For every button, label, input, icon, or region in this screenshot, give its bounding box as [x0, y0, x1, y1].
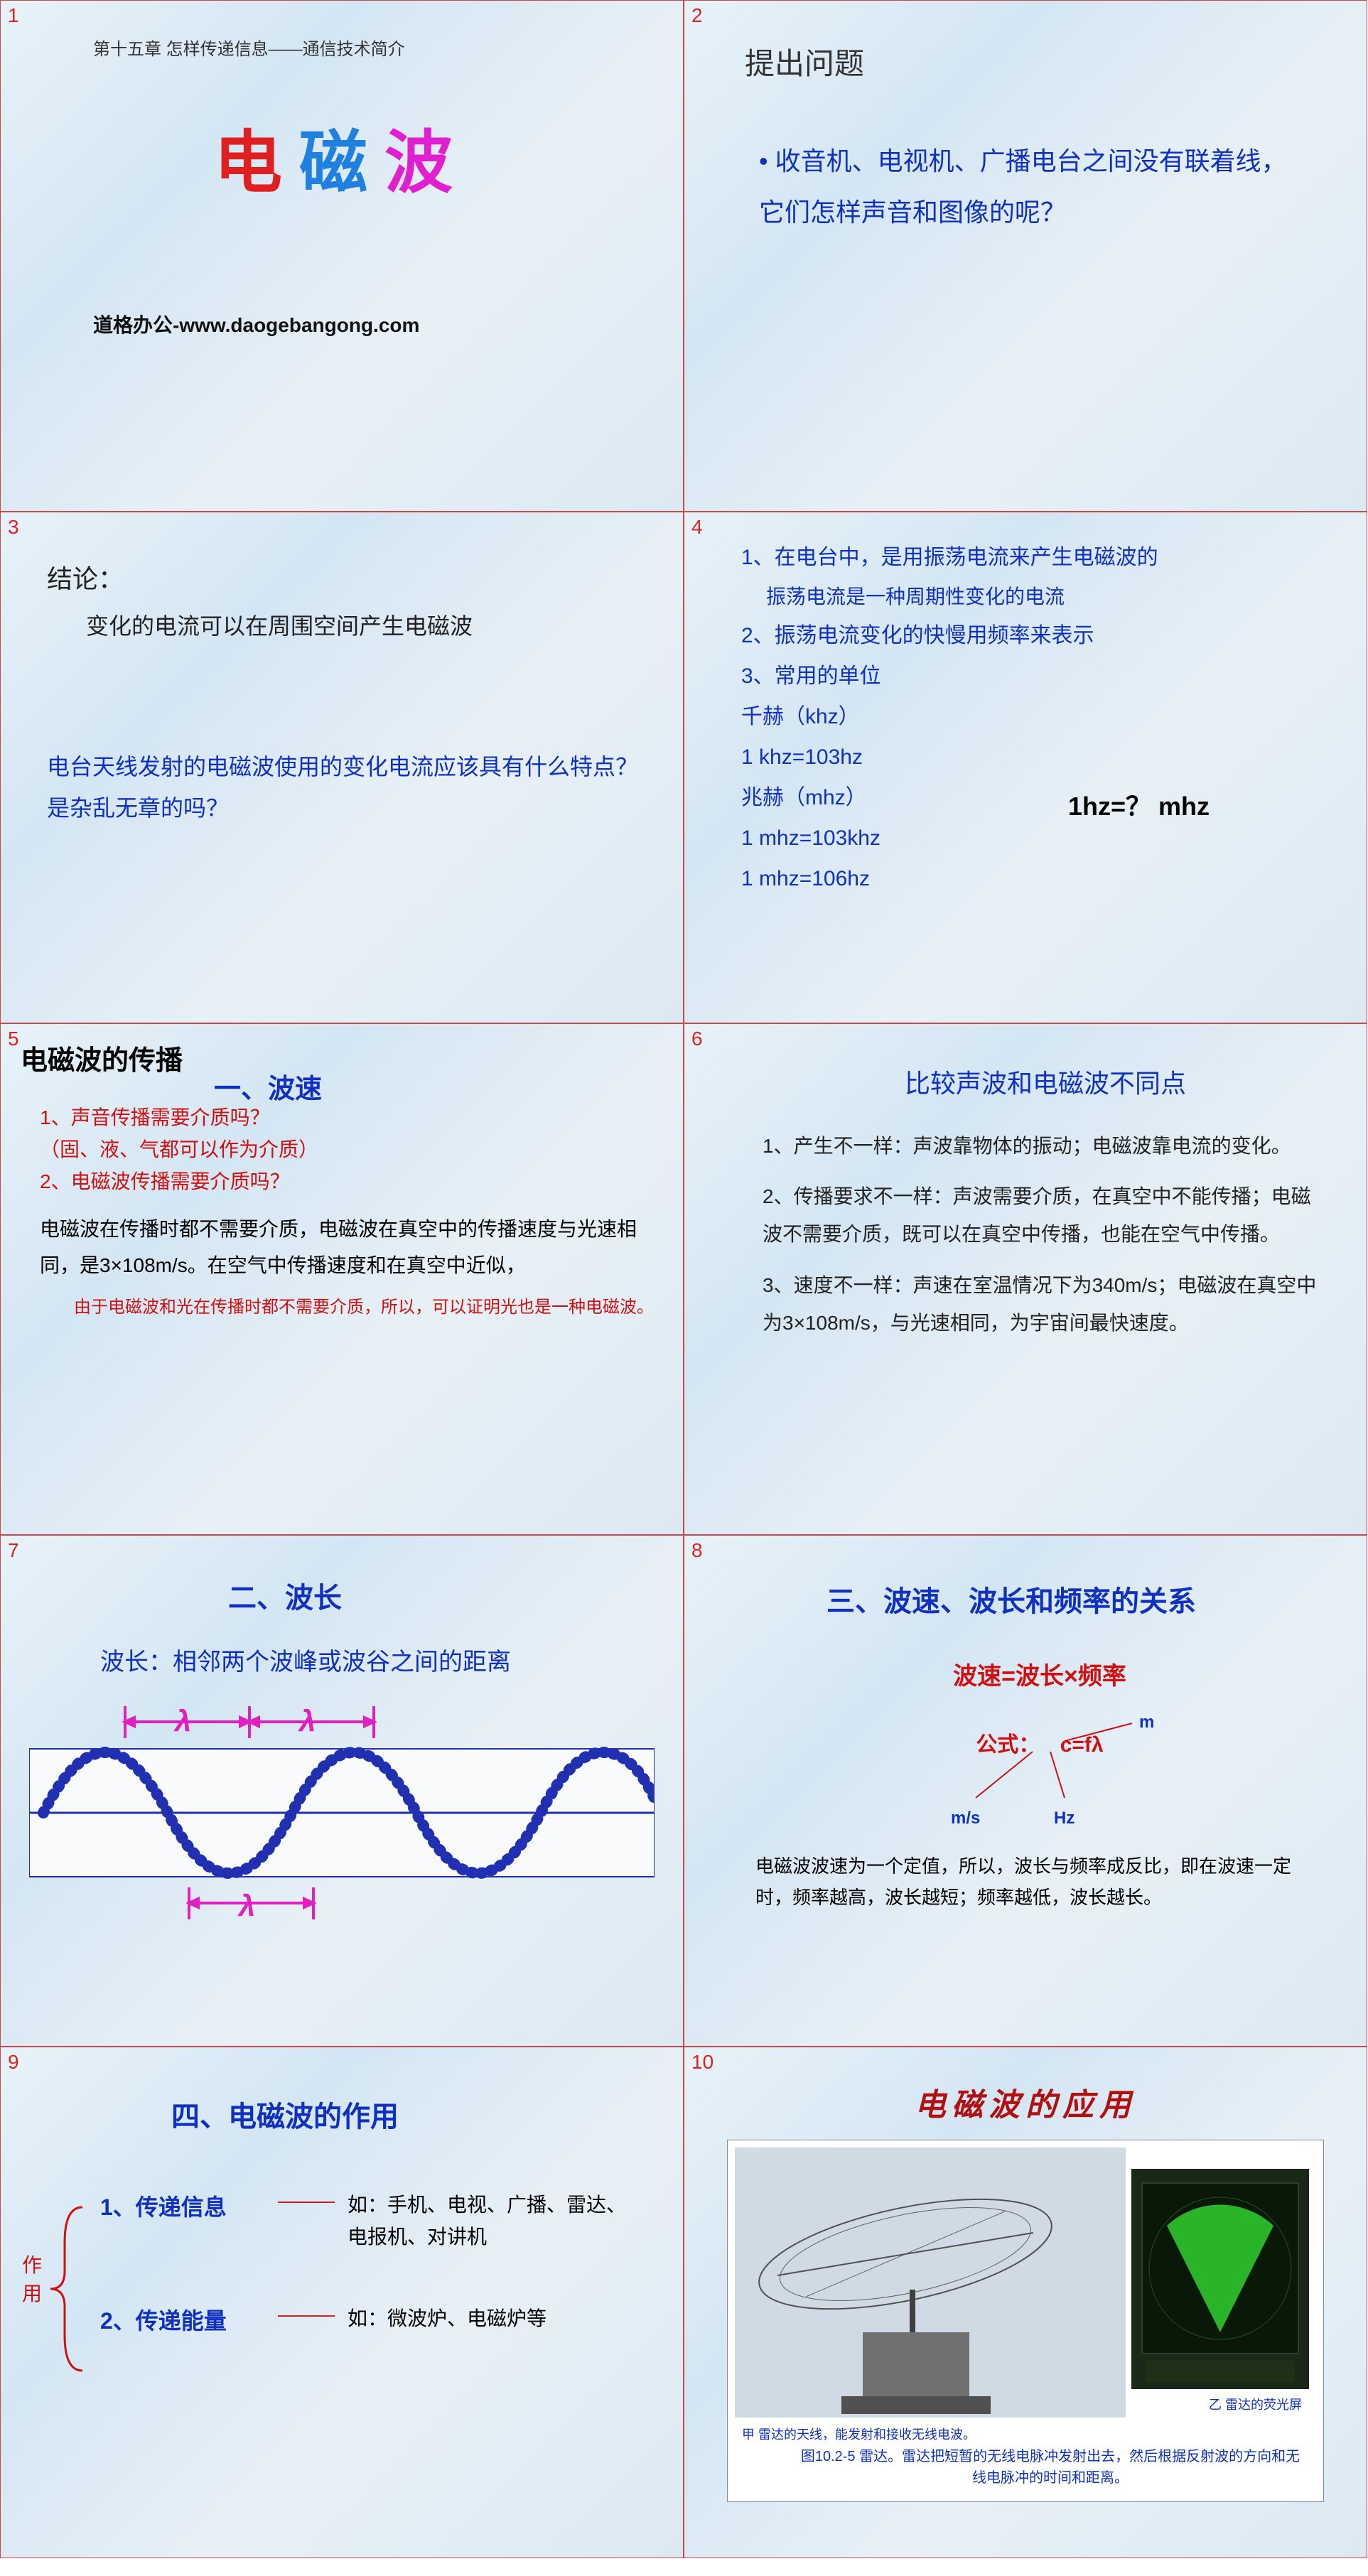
lambda-label-1: λ	[173, 1704, 191, 1737]
slide-6: 6 比较声波和电磁波不同点 1、产生不一样：声波靠物体的振动；电磁波靠电流的变化…	[684, 1023, 1367, 1535]
section-title: 电磁波的传播	[21, 1038, 183, 1077]
slide-number: 2	[691, 4, 703, 27]
point-1-sub: 振荡电流是一种周期性变化的电流	[741, 578, 1338, 615]
formula-container: 公式： c=fλ m m/s Hz	[755, 1727, 1324, 1758]
comparison-3: 3、速度不一样：声速在室温情况下为340m/s；电磁波在真空中为3×108m/s…	[763, 1266, 1317, 1342]
footnote: 由于电磁波和光在传播时都不需要介质，所以，可以证明光也是一种电磁波。	[40, 1294, 655, 1321]
content-list: 1、在电台中，是用振荡电流来产生电磁波的 振荡电流是一种周期性变化的电流 2、振…	[741, 537, 1338, 899]
subsection-title: 二、波长	[228, 1575, 342, 1616]
side-char-1: 作	[22, 2250, 42, 2278]
conv-mhz-hz: 1 mhz=106hz	[741, 858, 1338, 899]
subsection-title: 三、波速、波长和频率的关系	[826, 1578, 1196, 1620]
radar-screen-image	[1131, 2169, 1309, 2389]
comparison-heading: 比较声波和电磁波不同点	[905, 1063, 1186, 1100]
slide-9: 9 四、电磁波的作用 作 用 1、传递信息 ——— 如：手机、电视、广播、雷达、…	[0, 2047, 684, 2558]
section-heading: 提出问题	[745, 40, 864, 83]
followup-question: 电台天线发射的电磁波使用的变化电流应该具有什么特点？是杂乱无章的吗？	[47, 747, 640, 829]
slide-number: 10	[691, 2051, 713, 2074]
practice-question: 1hz=？ mhz	[1068, 786, 1210, 823]
caption-3: 图10.2-5 雷达。雷达把短暂的无线电脉冲发射出去，然后根据反射波的方向和无线…	[799, 2446, 1302, 2489]
radar-figure: 甲 雷达的天线，能发射和接收无线电波。 乙 雷达的荧光屏 图10.2-5 雷达。…	[727, 2140, 1324, 2502]
dash-line: ———	[278, 2189, 333, 2212]
point-1: 1、在电台中，是用振荡电流来产生电磁波的	[741, 537, 1338, 578]
dash-line: ———	[278, 2303, 333, 2326]
conv-khz: 1 khz=103hz	[741, 737, 1338, 777]
slide-1: 1 第十五章 怎样传递信息——通信技术简介 电磁波 道格办公-www.daoge…	[0, 0, 684, 512]
slide-10: 10 电磁波的应用 甲 雷达的天线，能发射和接收无线	[684, 2047, 1367, 2558]
title-char-2: 磁	[299, 125, 384, 201]
slide-3: 3 结论： 变化的电流可以在周围空间产生电磁波 电台天线发射的电磁波使用的变化电…	[0, 512, 684, 1023]
use-2-desc: 如：微波炉、电磁炉等	[348, 2303, 640, 2335]
question-1-note: （固、液、气都可以作为介质）	[40, 1134, 655, 1166]
slide-5: 5 电磁波的传播 一、波速 1、声音传播需要介质吗？ （固、液、气都可以作为介质…	[0, 1023, 684, 1535]
lambda-label-3: λ	[237, 1889, 255, 1922]
lambda-label-2: λ	[298, 1704, 316, 1737]
unit-mhz: 兆赫（mhz）	[741, 777, 1338, 818]
unit-m: m	[1139, 1713, 1154, 1732]
equation-text: 波速=波长×频率	[755, 1656, 1324, 1691]
comparison-1: 1、产生不一样：声波靠物体的振动；电磁波靠电流的变化。	[763, 1127, 1317, 1165]
use-row-2: 2、传递能量 ——— 如：微波炉、电磁炉等	[100, 2303, 640, 2336]
wave-diagram: λ λ λ	[29, 1699, 655, 1941]
comparison-list: 1、产生不一样：声波靠物体的振动；电磁波靠电流的变化。 2、传播要求不一样：声波…	[763, 1127, 1317, 1342]
comparison-2: 2、传播要求不一样：声波需要介质，在真空中不能传播；电磁波不需要介质，既可以在真…	[763, 1177, 1317, 1253]
content-body: 1、声音传播需要介质吗？ （固、液、气都可以作为介质） 2、电磁波传播需要介质吗…	[40, 1102, 655, 1322]
slide-number: 9	[8, 2051, 19, 2074]
slide-grid: 1 第十五章 怎样传递信息——通信技术简介 电磁波 道格办公-www.daoge…	[0, 0, 1368, 2558]
subsection-title: 四、电磁波的作用	[171, 2093, 399, 2135]
footer-credit: 道格办公-www.daogebangong.com	[93, 310, 419, 338]
conv-mhz-khz: 1 mhz=103khz	[741, 818, 1338, 858]
formula-block: 波速=波长×频率 公式： c=fλ m m/s Hz 电磁波波速为一个定值，所以…	[755, 1656, 1324, 1913]
title-char-1: 电	[214, 125, 299, 201]
slide-number: 3	[8, 516, 19, 539]
slide-number: 8	[691, 1539, 703, 1562]
application-heading: 电磁波的应用	[684, 2079, 1367, 2125]
slide-4: 4 1、在电台中，是用振荡电流来产生电磁波的 振荡电流是一种周期性变化的电流 2…	[684, 512, 1367, 1023]
question-text: • 收音机、电视机、广播电台之间没有联着线，它们怎样声音和图像的呢？	[759, 136, 1310, 238]
caption-2: 乙 雷达的荧光屏	[1209, 2395, 1302, 2413]
slide-8: 8 三、波速、波长和频率的关系 波速=波长×频率 公式： c=fλ m m/s …	[684, 1535, 1367, 2047]
uses-list: 1、传递信息 ——— 如：手机、电视、广播、雷达、电报机、对讲机 2、传递能量 …	[43, 2189, 640, 2386]
slide-number: 4	[691, 516, 703, 539]
chapter-label: 第十五章 怎样传递信息——通信技术简介	[93, 35, 405, 60]
question-2: 2、电磁波传播需要介质吗？	[40, 1166, 655, 1198]
slide-number: 6	[691, 1028, 703, 1050]
slide-number: 5	[8, 1028, 19, 1050]
slide-2: 2 提出问题 • 收音机、电视机、广播电台之间没有联着线，它们怎样声音和图像的呢…	[684, 0, 1367, 512]
unit-khz: 千赫（khz）	[741, 696, 1338, 737]
slide-7: 7 二、波长 波长：相邻两个波峰或波谷之间的距离 λ λ	[0, 1535, 684, 2047]
title-char-3: 波	[384, 125, 470, 201]
use-1-label: 1、传递信息	[100, 2189, 264, 2222]
radar-antenna-image	[735, 2147, 1126, 2418]
slide-number: 7	[8, 1539, 19, 1562]
use-1-desc: 如：手机、电视、广播、雷达、电报机、对讲机	[348, 2189, 640, 2253]
point-2: 2、振荡电流变化的快慢用频率来表示	[741, 615, 1338, 656]
side-label: 作 用	[22, 2250, 42, 2307]
conclusion-label: 结论：	[47, 559, 124, 596]
caption-1: 甲 雷达的天线，能发射和接收无线电波。	[742, 2425, 976, 2443]
use-row-1: 1、传递信息 ——— 如：手机、电视、广播、雷达、电报机、对讲机	[100, 2189, 640, 2253]
main-title: 电磁波	[1, 107, 683, 206]
explanation-note: 电磁波波速为一个定值，所以，波长与频率成反比，即在波速一定时，频率越高，波长越短…	[755, 1850, 1324, 1913]
question-1: 1、声音传播需要介质吗？	[40, 1102, 655, 1134]
unit-ms: m/s	[951, 1809, 980, 1828]
side-char-2: 用	[22, 2278, 42, 2307]
answer-text: 电磁波在传播时都不需要介质，电磁波在真空中的传播速度与光速相同，是3×108m/…	[40, 1212, 655, 1283]
wavelength-definition: 波长：相邻两个波峰或波谷之间的距离	[100, 1642, 511, 1677]
conclusion-text: 变化的电流可以在周围空间产生电磁波	[86, 608, 640, 645]
slide-number: 1	[8, 4, 19, 27]
subsection-title: 一、波速	[214, 1067, 322, 1106]
point-3: 3、常用的单位	[741, 656, 1338, 696]
unit-hz: Hz	[1054, 1809, 1075, 1828]
use-2-label: 2、传递能量	[100, 2303, 264, 2336]
